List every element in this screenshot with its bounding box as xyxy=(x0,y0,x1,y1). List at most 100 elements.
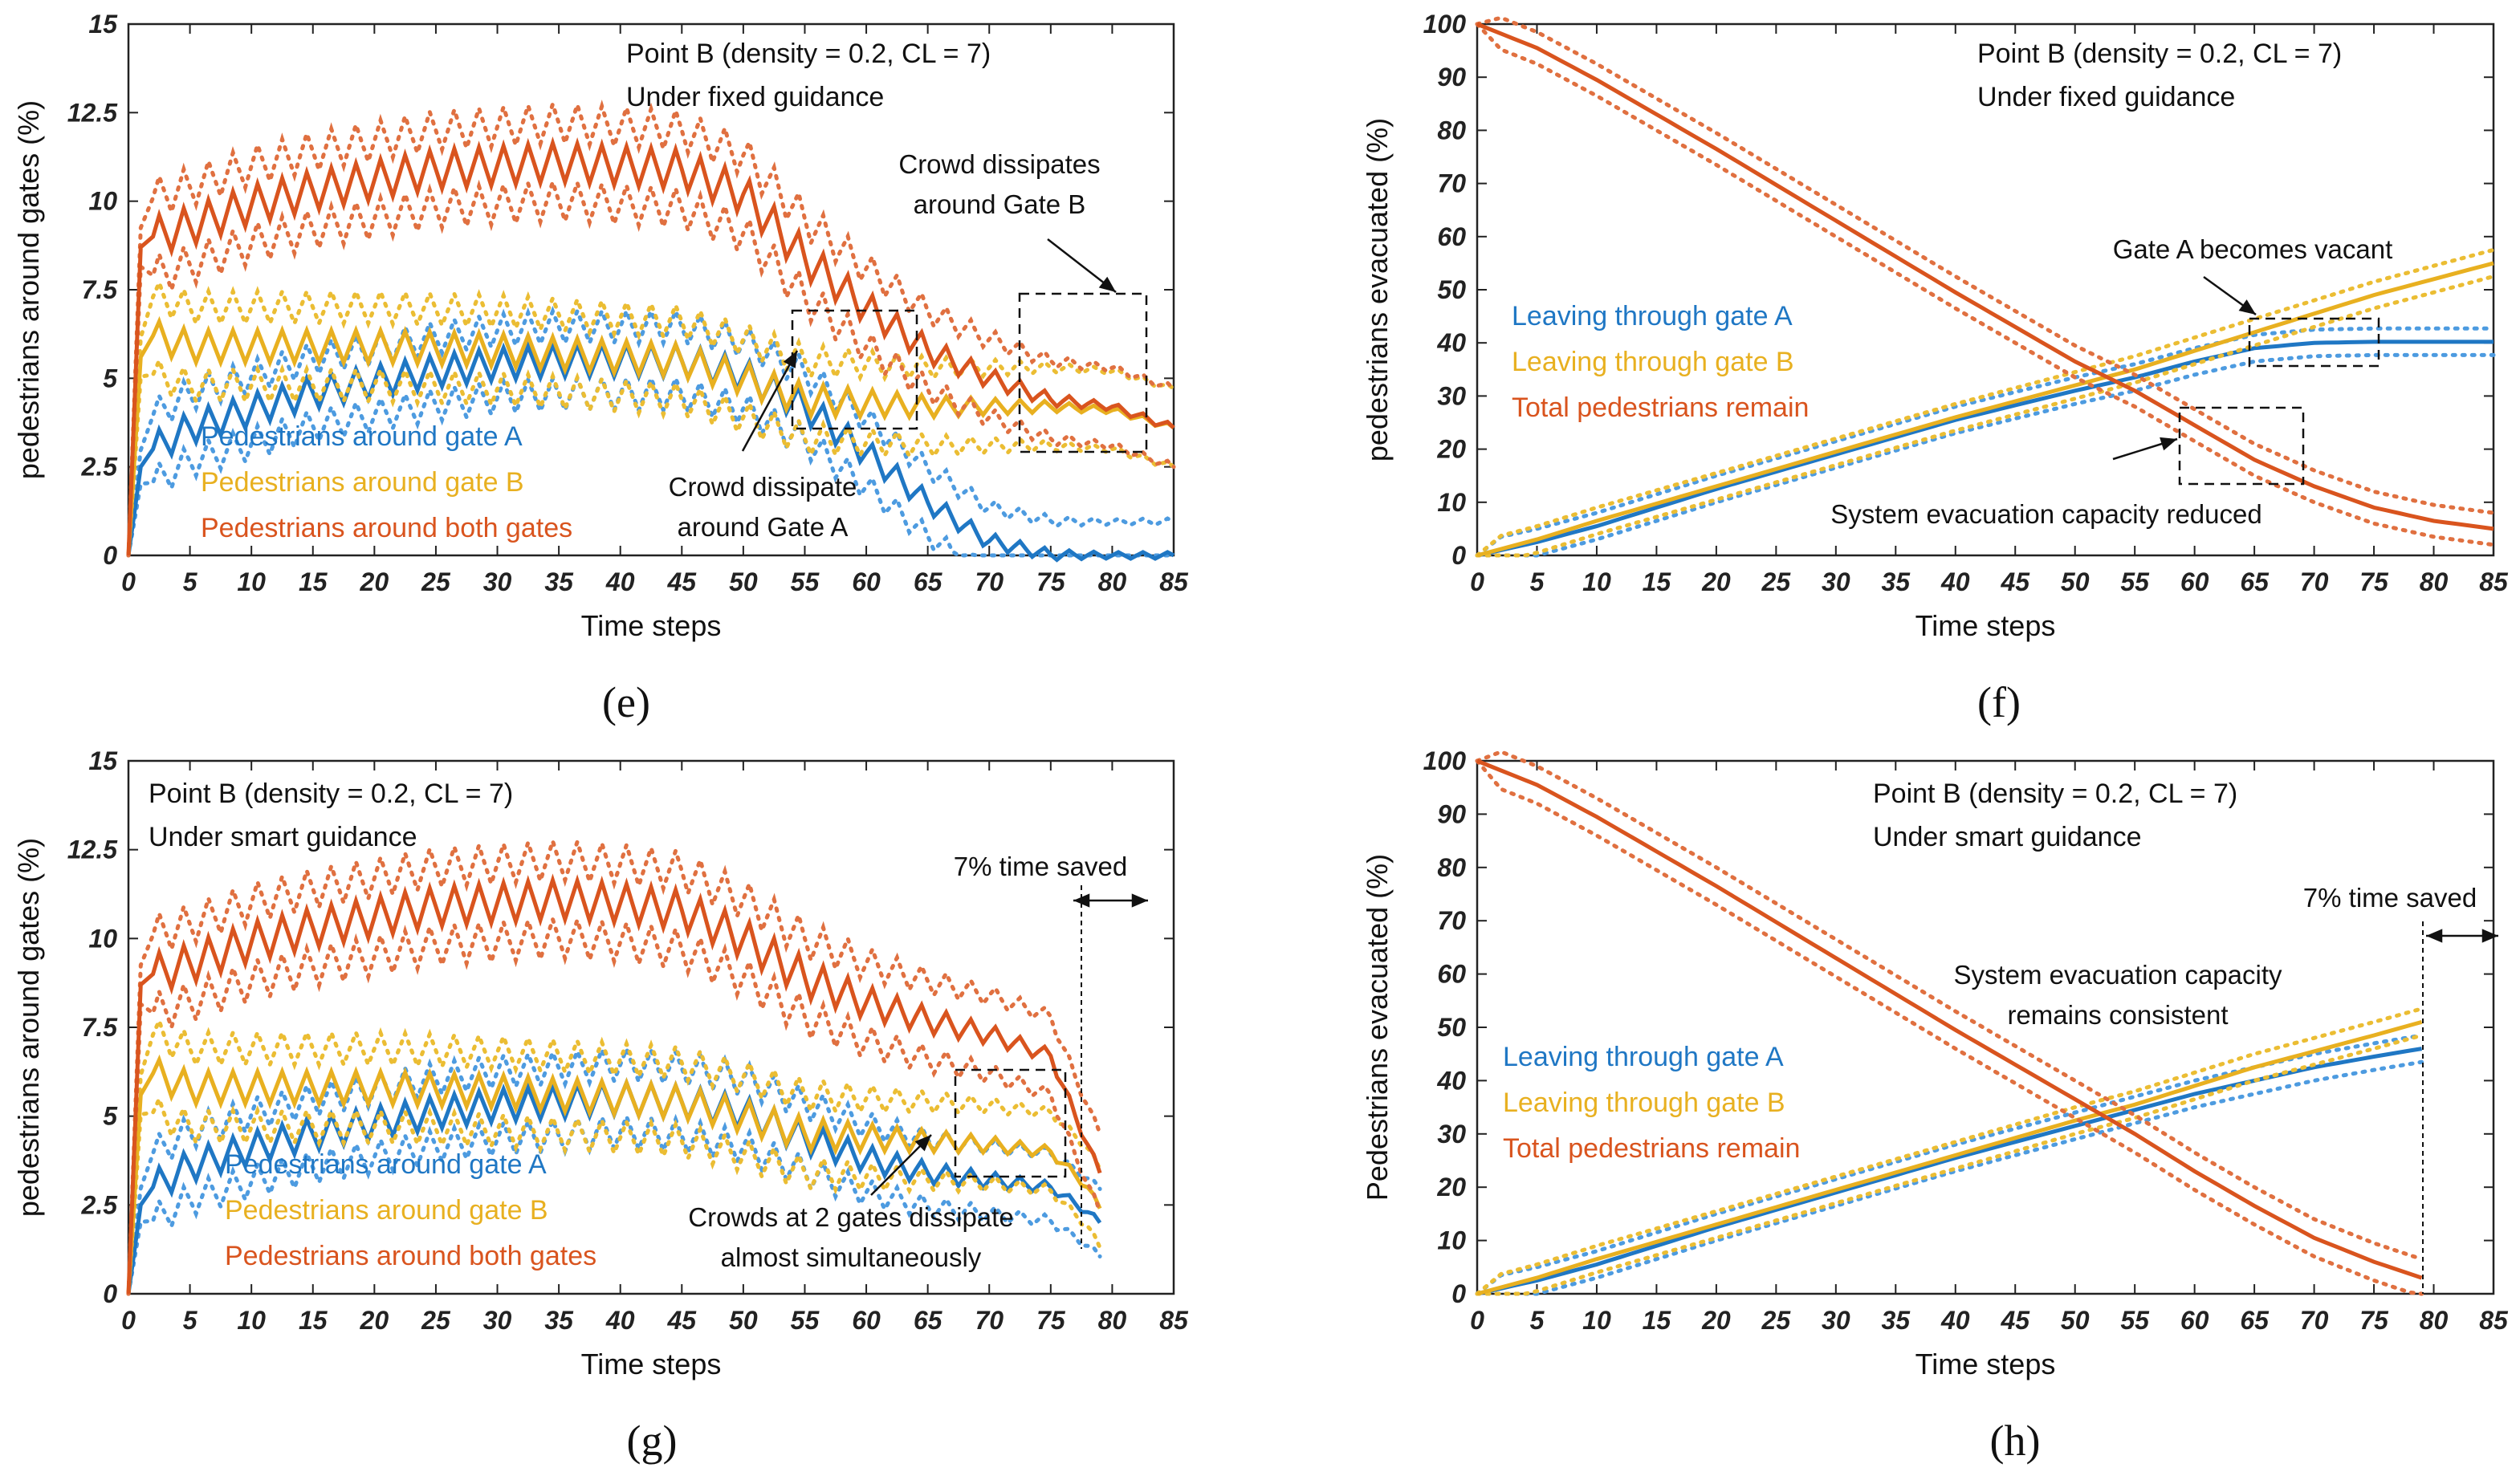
x-tick-label: 55 xyxy=(2120,1306,2150,1335)
series-upper-bound xyxy=(126,305,1176,558)
legend-entry: Total pedestrians remain xyxy=(1503,1133,1800,1164)
series-lower-bound xyxy=(126,355,1176,558)
legend-entry: Total pedestrians remain xyxy=(1512,392,1809,423)
series-mean-line xyxy=(1476,22,2494,531)
panel-caption: (f) xyxy=(1977,678,2021,726)
y-tick-label: 90 xyxy=(1437,63,1466,91)
legend-entry: Pedestrians around gate B xyxy=(201,467,524,498)
chart-panel-e: 0 5 10 15 20 25 30 35 40 45 50 55 60 65 70 75 80 85 0 2.5 5 7… xyxy=(12,10,1189,726)
series-mean-line xyxy=(126,873,1102,1295)
x-tick-label: 5 xyxy=(1530,567,1545,596)
x-tick-label: 70 xyxy=(975,1306,1004,1335)
legend-entry: Pedestrians around gate B xyxy=(225,1195,548,1226)
y-tick-label: 70 xyxy=(1437,169,1466,198)
highlight-box xyxy=(791,309,918,430)
arrow-head xyxy=(1073,893,1090,908)
x-tick-label: 60 xyxy=(2180,567,2209,596)
x-axis-label: Time steps xyxy=(1915,1348,2056,1380)
x-tick-label: 20 xyxy=(360,1306,389,1335)
y-axis-label: Pedestrians evacuated (%) xyxy=(1361,854,1394,1201)
x-tick-label: 20 xyxy=(1701,1306,1731,1335)
y-tick-label: 5 xyxy=(103,1102,118,1131)
x-tick-label: 45 xyxy=(666,567,697,596)
x-tick-label: 70 xyxy=(2300,1306,2329,1335)
y-tick-label: 10 xyxy=(88,187,117,216)
y-tick-label: 90 xyxy=(1437,799,1466,828)
x-tick-label: 50 xyxy=(2061,1306,2090,1335)
series-lower-bound xyxy=(1475,1059,2424,1296)
x-tick-label: 75 xyxy=(2359,567,2389,596)
y-tick-label: 12.5 xyxy=(67,98,118,127)
series-upper-bound xyxy=(1475,15,2496,515)
x-tick-label: 60 xyxy=(2180,1306,2209,1335)
series-lower-bound xyxy=(126,175,1176,558)
x-tick-label: 50 xyxy=(729,1306,758,1335)
x-tick-label: 60 xyxy=(852,567,881,596)
x-tick-label: 5 xyxy=(183,1306,198,1335)
x-tick-label: 45 xyxy=(2000,1306,2030,1335)
x-tick-label: 35 xyxy=(1881,567,1911,596)
y-tick-label: 7.5 xyxy=(82,1013,119,1042)
arrow-head xyxy=(2426,929,2443,943)
x-tick-label: 30 xyxy=(1822,567,1850,596)
y-tick-label: 40 xyxy=(1436,1066,1466,1095)
annotation-text: Crowds at 2 gates dissipate xyxy=(688,1202,1013,1232)
series-leaving-through-gate-a xyxy=(1475,1033,2424,1296)
panel-caption: (g) xyxy=(627,1417,678,1465)
x-tick-label: 65 xyxy=(914,1306,943,1335)
x-tick-label: 70 xyxy=(2300,567,2329,596)
arrow-head xyxy=(2160,437,2177,451)
series-lower-bound xyxy=(126,1093,1102,1296)
x-tick-label: 30 xyxy=(1822,1306,1850,1335)
annotation-text: remains consistent xyxy=(2007,1000,2228,1030)
series-upper-bound xyxy=(126,97,1176,558)
y-tick-label: 7.5 xyxy=(82,275,119,304)
x-tick-label: 80 xyxy=(1098,567,1127,596)
y-tick-label: 12.5 xyxy=(67,836,118,864)
chart-panel-h: 0 5 10 15 20 25 30 35 40 45 50 55 60 65 70 75 80 85 0 10 20 3… xyxy=(1361,746,2509,1465)
x-tick-label: 20 xyxy=(360,567,389,596)
series-mean-line xyxy=(126,1054,1102,1295)
series-lower-bound xyxy=(1475,22,2496,547)
x-axis-label: Time steps xyxy=(581,1348,722,1380)
x-tick-label: 0 xyxy=(1470,567,1484,596)
series-total-pedestrians-remain xyxy=(1475,15,2496,547)
legend-entry: Pedestrians around gate A xyxy=(201,421,523,452)
x-tick-label: 25 xyxy=(1761,1306,1792,1335)
legend-entry: Leaving through gate A xyxy=(1503,1042,1784,1072)
series-mean-line xyxy=(126,136,1175,556)
chart-panel-f: 0 5 10 15 20 25 30 35 40 45 50 55 60 65 70 75 80 85 0 10 20 3… xyxy=(1361,10,2509,726)
arrow-head xyxy=(914,1135,931,1152)
series-upper-bound xyxy=(1475,326,2496,558)
annotation-arrow xyxy=(741,350,799,452)
annotation-text: almost simultaneously xyxy=(721,1242,982,1272)
x-tick-label: 0 xyxy=(1470,1306,1484,1335)
x-tick-label: 30 xyxy=(483,1306,512,1335)
series-upper-bound xyxy=(1475,247,2496,558)
x-tick-label: 85 xyxy=(1159,567,1189,596)
x-tick-label: 55 xyxy=(2120,567,2150,596)
y-tick-label: 15 xyxy=(88,10,118,39)
x-tick-label: 35 xyxy=(1881,1306,1911,1335)
y-tick-label: 20 xyxy=(1436,1173,1466,1201)
series-leaving-through-gate-a xyxy=(1475,326,2496,558)
annotation-text: System evacuation capacity xyxy=(1953,960,2282,990)
x-tick-label: 10 xyxy=(1582,1306,1611,1335)
y-tick-label: 70 xyxy=(1437,906,1466,935)
x-tick-label: 45 xyxy=(2000,567,2030,596)
series-pedestrians-around-gate-b xyxy=(126,277,1176,558)
x-tick-label: 75 xyxy=(2359,1306,2389,1335)
annotation-text: Crowd dissipate xyxy=(669,472,857,502)
arrow-head xyxy=(1098,276,1116,292)
series-total-pedestrians-remain xyxy=(1475,750,2424,1296)
series-lower-bound xyxy=(1475,1033,2424,1296)
highlight-box xyxy=(954,1068,1067,1178)
x-tick-label: 75 xyxy=(1036,1306,1066,1335)
legend-entry: Pedestrians around both gates xyxy=(225,1241,596,1271)
x-tick-label: 50 xyxy=(2061,567,2090,596)
x-tick-label: 75 xyxy=(1036,567,1066,596)
series-mean-line xyxy=(1476,758,2423,1280)
x-tick-label: 5 xyxy=(183,567,198,596)
y-tick-label: 0 xyxy=(103,541,117,570)
x-tick-label: 15 xyxy=(299,1306,328,1335)
